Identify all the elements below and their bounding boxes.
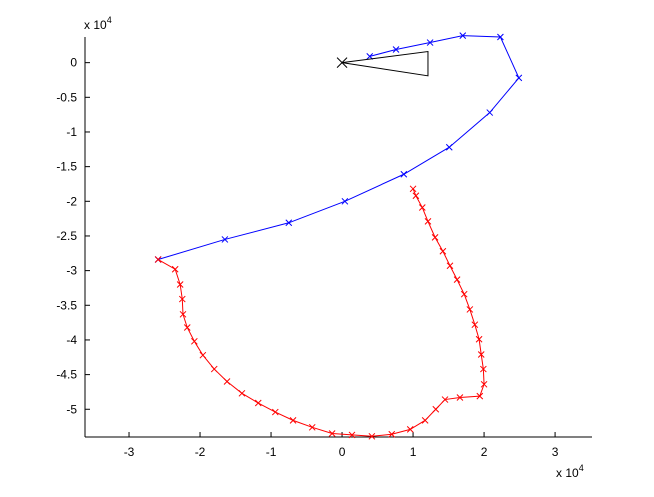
y-multiplier-base: x 10 — [84, 18, 107, 32]
x-multiplier: x 104 — [556, 463, 584, 480]
series-line — [157, 188, 485, 437]
point-marker — [441, 396, 449, 403]
point-marker — [471, 321, 479, 329]
point-marker — [446, 262, 454, 270]
y-tick-label: 0 — [70, 56, 77, 70]
point-marker — [515, 74, 523, 82]
point-marker — [445, 143, 453, 151]
x-multiplier-power: 4 — [579, 463, 584, 473]
y-tick-label: -2 — [66, 194, 77, 208]
point-marker — [221, 236, 229, 243]
point-marker — [183, 324, 191, 331]
point-marker — [424, 218, 432, 225]
point-marker — [392, 46, 400, 53]
point-marker — [176, 281, 184, 288]
point-marker — [476, 392, 484, 400]
point-marker — [497, 33, 504, 41]
y-tick-label: -5 — [66, 402, 77, 416]
point-marker — [179, 310, 187, 318]
point-marker — [171, 265, 179, 273]
point-marker — [409, 185, 417, 193]
point-marker — [271, 408, 279, 416]
point-marker — [336, 57, 348, 69]
point-marker — [431, 233, 439, 241]
point-marker — [328, 430, 336, 437]
y-tick-label: -1 — [66, 125, 77, 139]
y-tick-label: -1.5 — [56, 160, 77, 174]
point-marker — [308, 423, 316, 431]
point-marker — [477, 351, 485, 358]
point-marker — [460, 290, 468, 298]
point-marker — [348, 431, 356, 439]
point-marker — [154, 256, 162, 263]
y-multiplier: x 104 — [84, 15, 112, 32]
point-marker — [466, 306, 474, 313]
point-marker — [178, 295, 186, 303]
point-marker — [190, 337, 198, 345]
point-marker — [480, 365, 487, 373]
y-tick-label: -4 — [66, 333, 77, 347]
point-marker — [426, 39, 434, 46]
x-tick-label: 2 — [481, 445, 488, 459]
point-marker — [289, 417, 297, 424]
point-marker — [475, 335, 483, 343]
point-marker — [388, 430, 396, 438]
series-line — [341, 50, 429, 77]
y-tick-label: -2.5 — [56, 229, 77, 243]
point-marker — [199, 351, 207, 359]
x-tick-label: -1 — [266, 445, 277, 459]
point-marker — [412, 192, 420, 200]
x-tick-label: 1 — [410, 445, 417, 459]
point-marker — [459, 32, 467, 39]
point-marker — [285, 219, 293, 227]
y-tick-label: -3 — [66, 264, 77, 278]
y-tick-label: -4.5 — [56, 368, 77, 382]
x-multiplier-base: x 10 — [556, 466, 579, 480]
x-tick-label: -2 — [195, 445, 206, 459]
point-marker — [238, 389, 246, 397]
point-marker — [432, 405, 440, 413]
x-tick-label: 3 — [552, 445, 559, 459]
point-marker — [418, 204, 426, 211]
point-marker — [368, 432, 376, 440]
point-marker — [456, 394, 464, 401]
y-multiplier-power: 4 — [107, 15, 112, 25]
point-marker — [254, 399, 262, 407]
x-tick-label: -3 — [124, 445, 135, 459]
point-marker — [223, 378, 231, 385]
point-marker — [453, 276, 461, 283]
point-marker — [486, 109, 494, 116]
point-marker — [341, 197, 349, 205]
point-marker — [480, 380, 488, 388]
point-marker — [400, 170, 408, 178]
point-marker — [406, 426, 414, 433]
x-tick-label: 0 — [339, 445, 346, 459]
y-tick-label: -3.5 — [56, 298, 77, 312]
point-marker — [421, 417, 429, 424]
y-tick-label: -0.5 — [56, 90, 77, 104]
point-marker — [210, 365, 218, 373]
point-marker — [439, 247, 447, 255]
